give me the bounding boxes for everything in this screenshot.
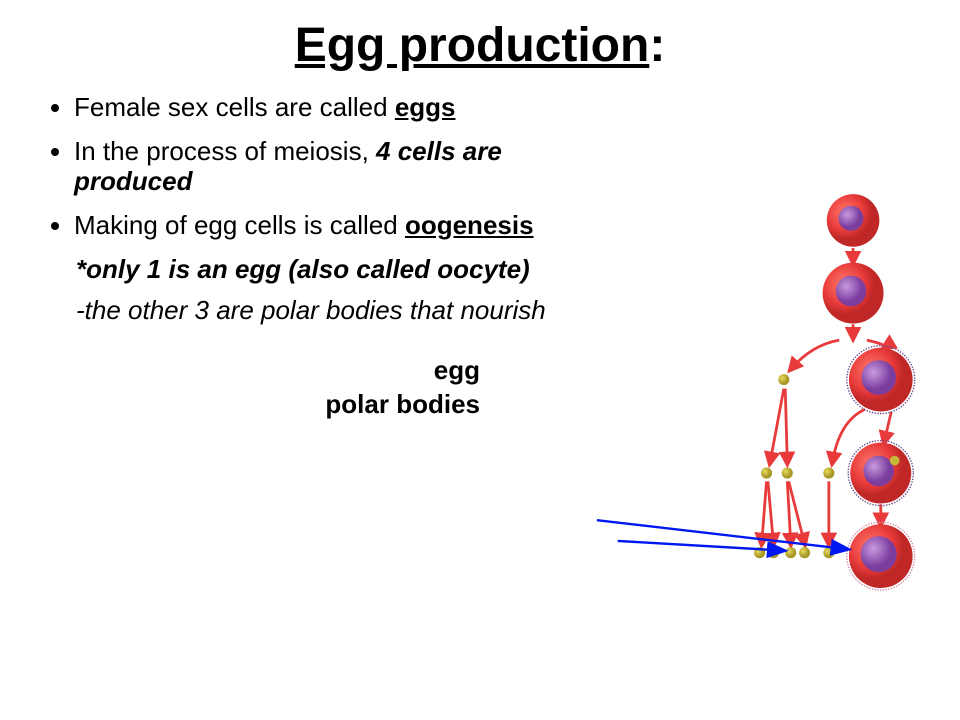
title-underlined: Egg production [295, 19, 650, 72]
subline-1: *only 1 is an egg (also called oocyte) [76, 255, 570, 285]
polar-bodies [754, 374, 834, 558]
b2-pre: In the process of meiosis, [74, 136, 376, 166]
b1-em: eggs [395, 92, 456, 122]
egg-cells [823, 194, 915, 590]
title-area: Egg production: [0, 0, 960, 73]
b1-pre: Female sex cells are called [74, 92, 395, 122]
label-polar: polar bodies [50, 390, 480, 420]
bullet-column: Female sex cells are called eggs In the … [50, 93, 570, 424]
title-suffix: : [649, 19, 665, 72]
pointer-arrows [597, 520, 848, 550]
subline-2: -the other 3 are polar bodies that nouri… [76, 296, 570, 326]
bullet-3: Making of egg cells is called oogenesis [74, 211, 570, 241]
bullet-1: Female sex cells are called eggs [74, 93, 570, 123]
bullet-list: Female sex cells are called eggs In the … [50, 93, 570, 241]
page-title: Egg production: [295, 19, 666, 72]
pointer-labels: egg polar bodies [50, 356, 570, 420]
b3-em: oogenesis [405, 210, 534, 240]
label-egg: egg [50, 356, 480, 386]
b3-pre: Making of egg cells is called [74, 210, 405, 240]
bullet-2: In the process of meiosis, 4 cells are p… [74, 137, 570, 197]
oogenesis-diagram [590, 100, 950, 680]
